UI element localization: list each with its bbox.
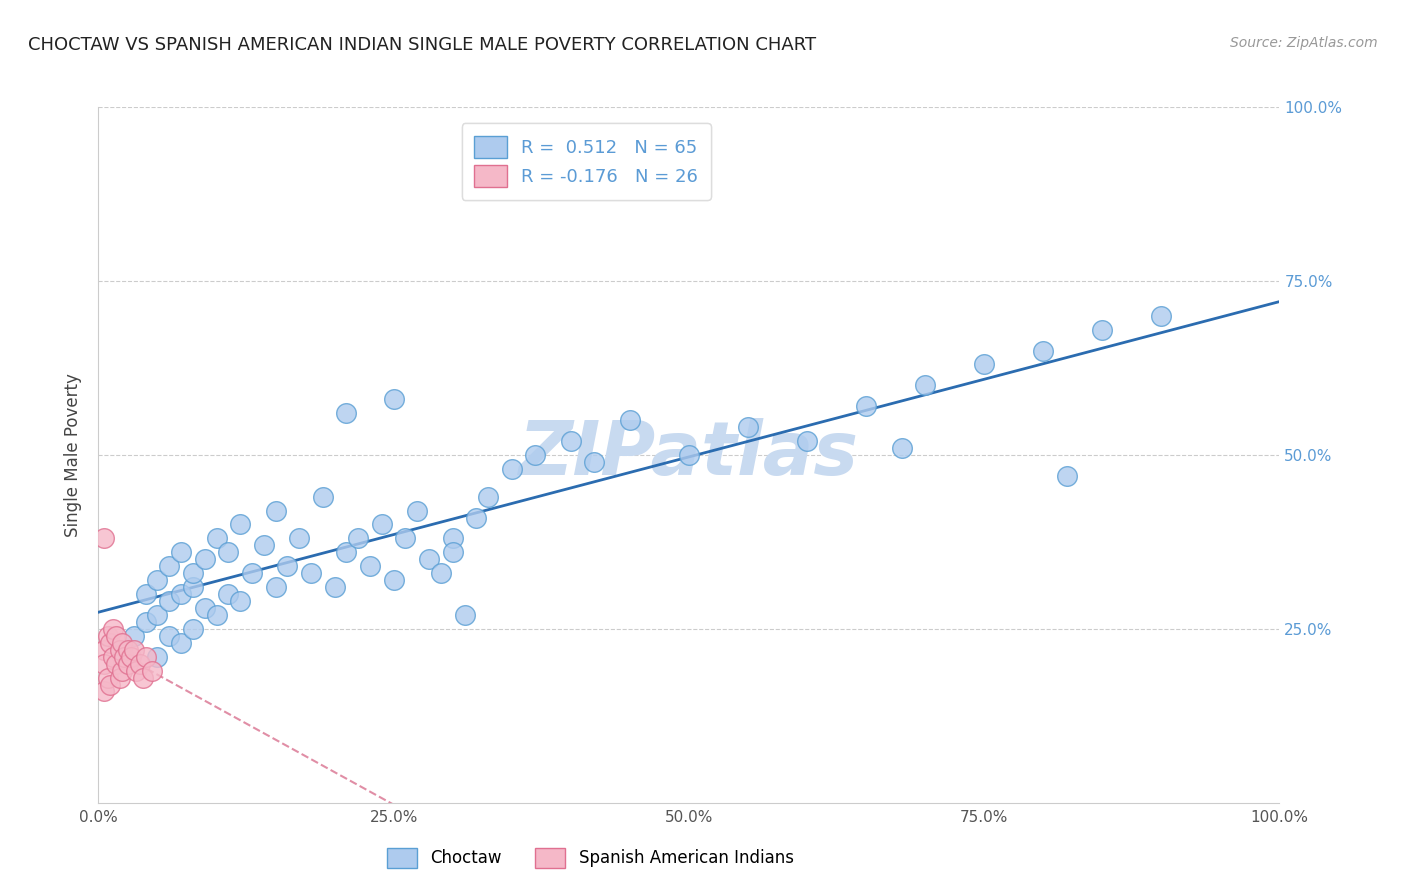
Point [101,622,124,636]
Point [135,615,157,629]
Point [465,510,488,524]
Point [111,664,134,678]
Point [181,566,204,581]
Point [132,671,155,685]
Point [501,462,523,476]
Point [1150,309,1173,323]
Point [264,580,287,594]
Point [117,642,139,657]
Point [890,441,912,455]
Point [105,629,128,643]
Point [122,629,145,643]
Point [524,448,547,462]
Point [359,559,381,574]
Point [217,545,239,559]
Point [335,406,357,420]
Point [418,552,440,566]
Point [253,538,276,552]
Point [312,490,335,504]
Point [406,503,429,517]
Point [229,594,252,608]
Point [1056,468,1078,483]
Point [105,657,128,671]
Legend: Choctaw, Spanish American Indians: Choctaw, Spanish American Indians [381,841,800,875]
Point [1091,323,1114,337]
Point [181,580,204,594]
Point [101,649,124,664]
Text: ZIPatlas: ZIPatlas [519,418,859,491]
Point [117,657,139,671]
Point [122,642,145,657]
Point [678,448,700,462]
Point [108,642,131,657]
Point [125,664,148,678]
Point [157,594,180,608]
Point [453,607,475,622]
Point [146,649,169,664]
Point [371,517,394,532]
Point [146,573,169,587]
Point [335,545,357,559]
Point [93,532,115,546]
Point [135,587,157,601]
Point [619,413,641,427]
Point [240,566,263,581]
Point [855,399,877,413]
Point [347,532,370,546]
Point [477,490,499,504]
Point [229,517,252,532]
Point [914,378,936,392]
Point [111,642,134,657]
Point [1032,343,1054,358]
Point [93,642,115,657]
Point [441,545,464,559]
Point [288,532,311,546]
Point [205,607,228,622]
Point [194,601,217,615]
Point [170,587,193,601]
Point [560,434,582,448]
Point [299,566,322,581]
Point [181,622,204,636]
Point [97,629,120,643]
Point [112,649,135,664]
Point [217,587,239,601]
Point [194,552,217,566]
Point [108,671,131,685]
Point [170,545,193,559]
Point [205,532,228,546]
Point [157,629,180,643]
Point [157,559,180,574]
Point [276,559,298,574]
Point [382,392,405,407]
Point [98,636,121,650]
Point [111,636,134,650]
Point [737,420,759,434]
Text: Source: ZipAtlas.com: Source: ZipAtlas.com [1230,36,1378,50]
Point [583,455,606,469]
Point [394,532,416,546]
Point [264,503,287,517]
Point [135,649,157,664]
Point [146,607,169,622]
Point [430,566,453,581]
Point [97,671,120,685]
Y-axis label: Single Male Poverty: Single Male Poverty [65,373,83,537]
Legend: R =  0.512   N = 65, R = -0.176   N = 26: R = 0.512 N = 65, R = -0.176 N = 26 [461,123,711,200]
Text: CHOCTAW VS SPANISH AMERICAN INDIAN SINGLE MALE POVERTY CORRELATION CHART: CHOCTAW VS SPANISH AMERICAN INDIAN SINGL… [28,36,817,54]
Point [441,532,464,546]
Point [796,434,818,448]
Point [973,358,995,372]
Point [128,657,150,671]
Point [141,664,163,678]
Point [93,684,115,698]
Point [323,580,346,594]
Point [170,636,193,650]
Point [382,573,405,587]
Point [98,677,121,691]
Point [121,649,143,664]
Point [93,657,115,671]
